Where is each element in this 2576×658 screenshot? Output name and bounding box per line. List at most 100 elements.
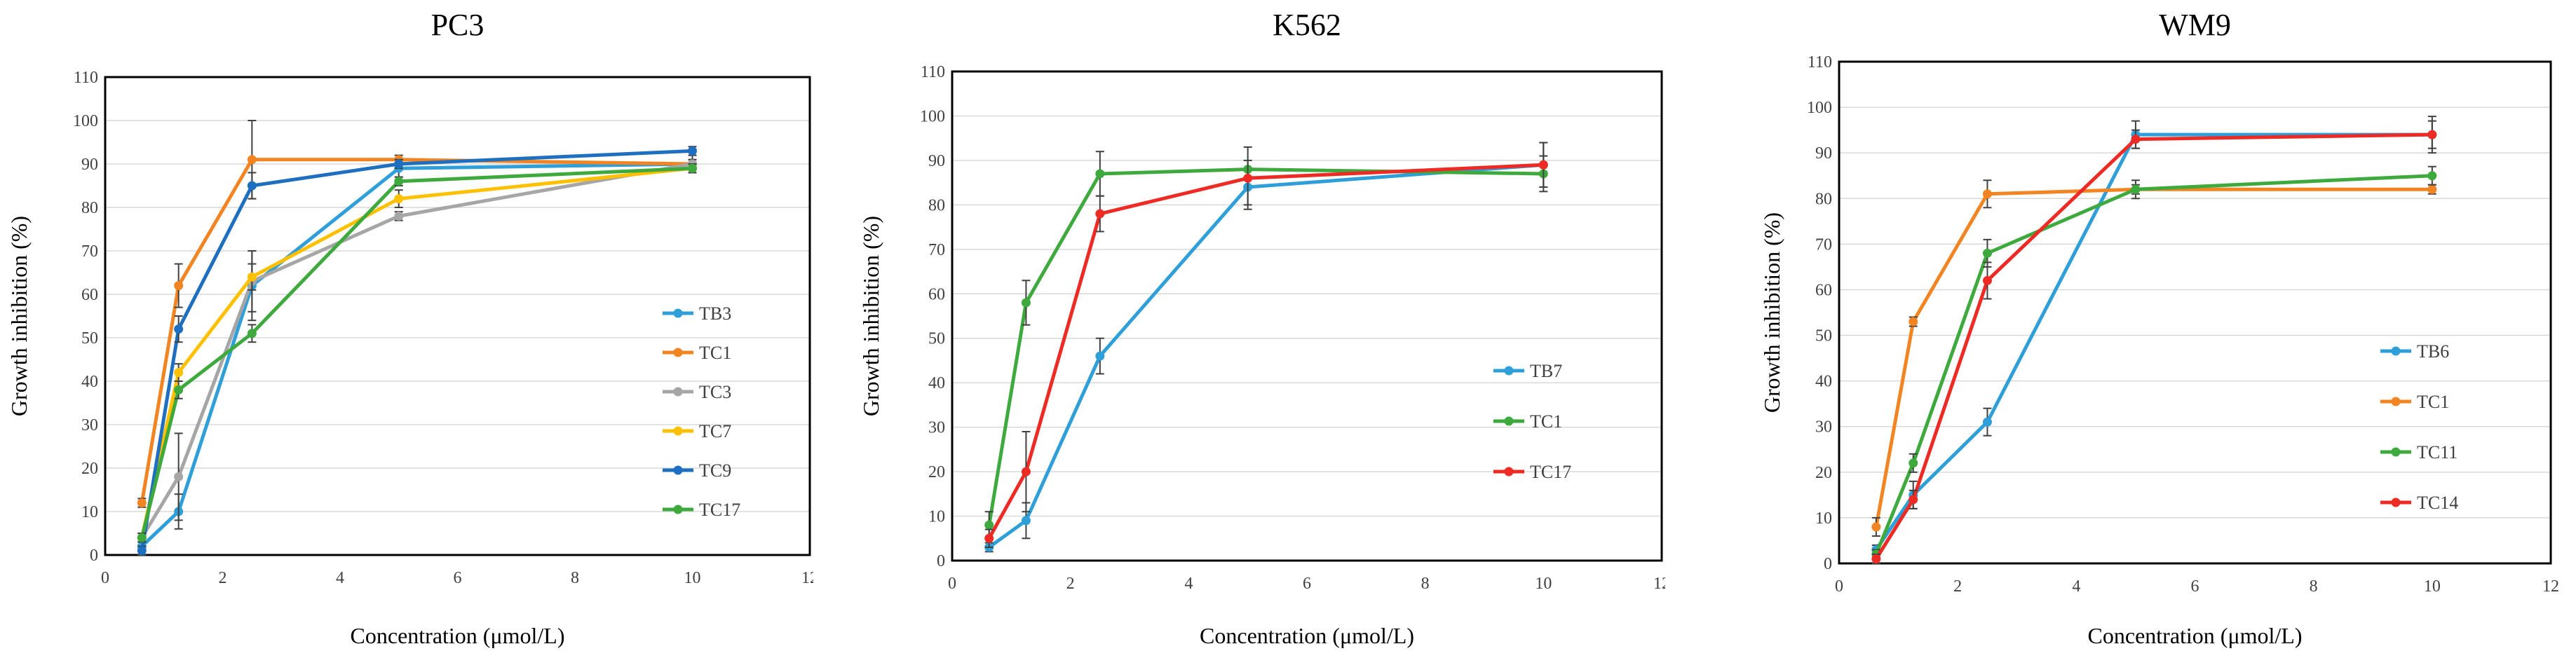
legend-marker [2391,447,2401,457]
y-tick-label: 50 [81,329,98,348]
series-tc1 [984,151,1548,540]
legend-label: TC17 [699,500,740,520]
y-tick-label: 100 [920,107,945,125]
y-tick-label: 110 [1808,53,1832,71]
y-tick-label: 90 [81,156,98,174]
data-point [247,272,257,282]
series-tc1 [1871,179,2437,537]
y-tick-label: 10 [928,508,945,526]
legend-label: TB3 [699,303,731,324]
x-tick-label: 6 [2191,577,2199,596]
data-point [1871,522,1881,532]
x-tick-label: 10 [1535,575,1552,593]
data-point [1095,169,1105,179]
chart-title: K562 [1273,8,1341,42]
legend-label: TC7 [699,421,731,441]
data-point [984,520,994,530]
series-line [140,162,693,539]
data-point [1982,275,1992,285]
series-line [140,166,693,538]
x-tick-label: 2 [1953,577,1962,596]
chart-panel-k562: K562 0 10 20 30 40 50 60 70 80 90 100 110 0 2 4 6 8 10 12 Co… [852,0,1665,658]
y-tick-label: 40 [1815,373,1832,391]
data-point [394,194,404,204]
legend-item-tc17: TC17 [663,500,740,520]
legend-marker [2391,397,2401,406]
y-tick-label: 30 [81,416,98,434]
y-tick-label: 80 [1815,190,1832,208]
legend-item-tc17: TC17 [1493,462,1571,482]
legend-label: TC9 [699,460,731,481]
legend-marker [673,505,683,514]
data-point [394,159,404,169]
x-tick-label: 0 [1835,577,1843,596]
plot-frame [951,70,1663,562]
data-point [2427,130,2437,139]
chart-panel-wm9: WM9 0 10 20 30 40 50 60 70 80 90 100 110 0 2 4 6 8 10 12 Con… [1753,0,2576,658]
y-tick-label: 20 [928,463,945,481]
data-point [1909,495,1918,505]
plot-frame [1838,60,2552,565]
legend-marker [1504,366,1514,376]
legend-label: TC14 [2417,493,2458,513]
legend-marker [2391,346,2401,356]
legend-label: TC11 [2417,442,2458,462]
data-point [1909,317,1918,327]
data-point [137,533,147,542]
data-point [247,181,257,191]
data-point [1982,417,1992,427]
data-point [1538,160,1548,170]
data-point [1982,189,1992,199]
x-tick-label: 4 [1184,575,1193,593]
legend-marker [673,387,683,397]
y-tick-label: 100 [1807,99,1832,117]
series-tb7 [984,142,1548,553]
x-tick-label: 10 [2424,577,2441,596]
y-tick-label: 80 [928,196,945,214]
x-tick-label: 12 [2542,577,2559,596]
data-point [1243,173,1253,183]
legend-label: TC3 [699,382,731,402]
y-tick-label: 0 [1824,555,1832,573]
plot-frame [104,76,811,556]
series-tc17 [137,163,697,543]
data-point [1095,351,1105,361]
legend-label: TC1 [2417,392,2449,412]
y-tick-label: 0 [90,547,98,565]
data-point [247,155,257,165]
y-tick-label: 80 [81,199,98,217]
y-tick-label: 20 [1815,464,1832,482]
y-tick-label: 60 [81,286,98,304]
legend-marker [673,426,683,436]
legend-item-tc1: TC1 [663,343,731,363]
series-tc14 [1871,116,2437,564]
legend-item-tc1: TC1 [1493,411,1562,432]
x-tick-label: 12 [801,569,813,587]
chart-pc3: PC3 0 10 20 30 40 50 60 70 80 90 100 110 0 2 4 6 8 10 12 Con… [6,8,813,648]
y-tick-label: 0 [937,552,945,570]
y-tick-label: 90 [1815,144,1832,163]
x-tick-label: 0 [948,575,956,593]
y-tick-label: 50 [928,330,945,348]
data-point [2131,184,2141,194]
legend-item-tb3: TB3 [663,303,731,324]
data-point [137,546,147,556]
data-point [2131,135,2141,144]
legend-label: TC17 [1530,462,1571,482]
series-line [1874,132,2432,551]
x-axis-label: Concentration (μmol/L) [351,623,565,648]
y-tick-label: 30 [1815,418,1832,437]
x-tick-label: 2 [1066,575,1075,593]
y-tick-label: 70 [928,241,945,259]
series-tc9 [137,146,697,556]
x-tick-label: 0 [101,569,109,587]
data-point [1909,458,1918,468]
data-point [247,329,257,338]
x-tick-label: 10 [684,569,701,587]
legend-item-tb6: TB6 [2380,341,2449,362]
y-tick-label: 50 [1815,327,1832,345]
data-point [688,163,697,173]
legend-item-tc1: TC1 [2380,392,2449,412]
data-point [137,498,147,508]
data-point [1021,516,1031,526]
